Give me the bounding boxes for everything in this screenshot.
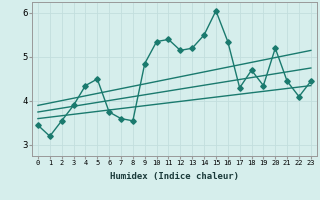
X-axis label: Humidex (Indice chaleur): Humidex (Indice chaleur) [110, 172, 239, 181]
